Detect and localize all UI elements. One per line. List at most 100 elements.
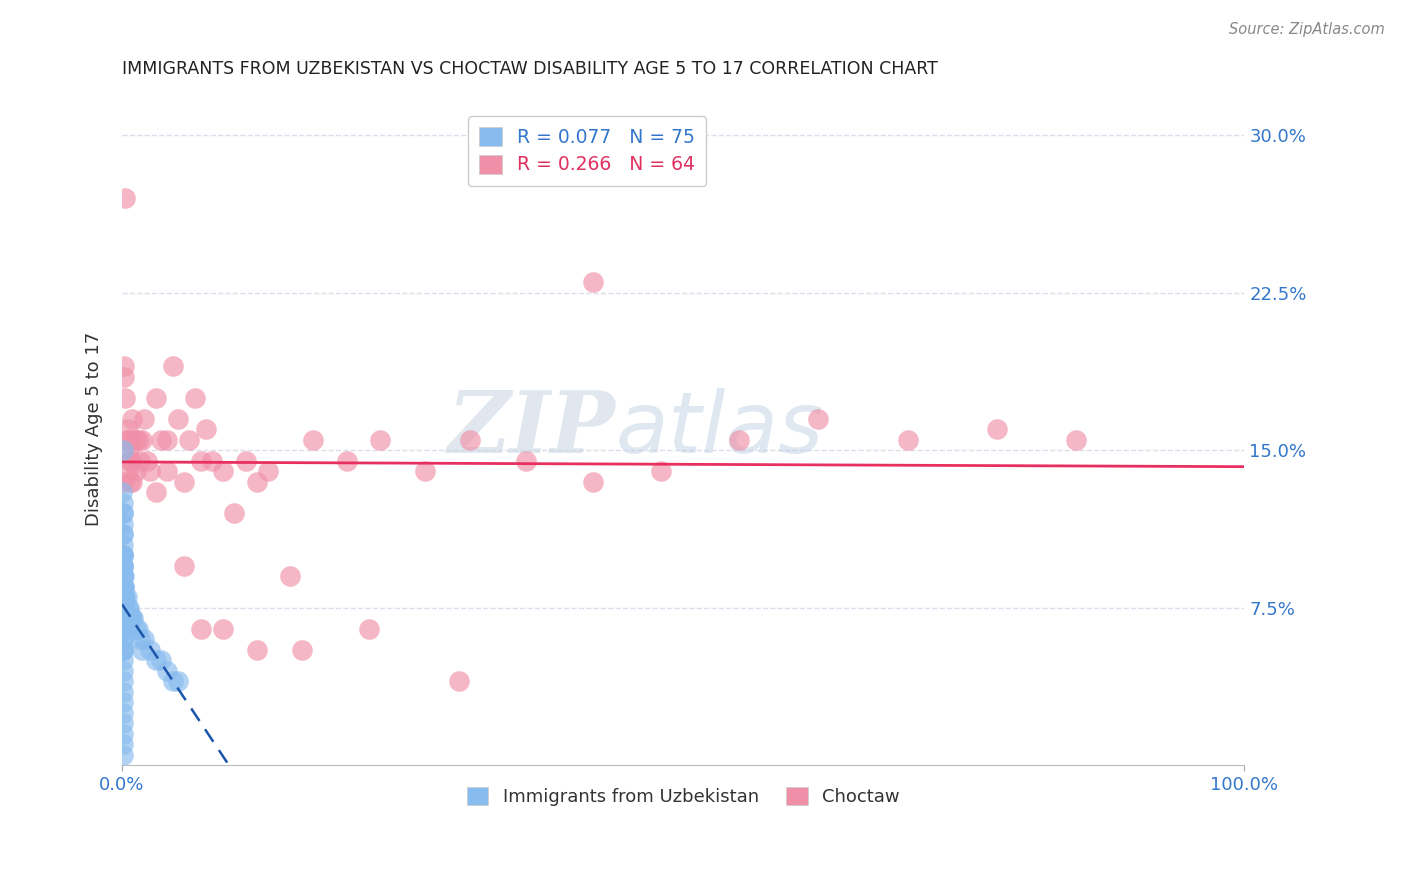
Point — [115, 590, 138, 604]
Point — [111, 664, 134, 678]
Point — [118, 443, 141, 458]
Point — [162, 359, 184, 373]
Point — [257, 464, 280, 478]
Point — [112, 622, 135, 636]
Point — [121, 475, 143, 489]
Point — [114, 191, 136, 205]
Point — [127, 622, 149, 636]
Point — [115, 433, 138, 447]
Point — [111, 706, 134, 720]
Point — [129, 632, 152, 647]
Point — [124, 433, 146, 447]
Point — [112, 632, 135, 647]
Point — [122, 611, 145, 625]
Point — [111, 506, 134, 520]
Point — [111, 737, 134, 751]
Point — [179, 433, 201, 447]
Point — [986, 422, 1008, 436]
Point — [111, 506, 134, 520]
Point — [131, 642, 153, 657]
Point — [111, 684, 134, 698]
Point — [131, 433, 153, 447]
Point — [117, 433, 139, 447]
Point — [145, 485, 167, 500]
Point — [291, 642, 314, 657]
Point — [357, 622, 380, 636]
Point — [112, 590, 135, 604]
Point — [150, 653, 173, 667]
Point — [112, 580, 135, 594]
Point — [117, 622, 139, 636]
Point — [128, 433, 150, 447]
Point — [112, 611, 135, 625]
Point — [111, 548, 134, 562]
Point — [1064, 433, 1087, 447]
Point — [111, 590, 134, 604]
Point — [212, 464, 235, 478]
Point — [167, 411, 190, 425]
Point — [111, 580, 134, 594]
Point — [246, 642, 269, 657]
Point — [134, 632, 156, 647]
Point — [111, 632, 134, 647]
Point — [139, 464, 162, 478]
Point — [302, 433, 325, 447]
Legend: Immigrants from Uzbekistan, Choctaw: Immigrants from Uzbekistan, Choctaw — [460, 780, 907, 814]
Point — [111, 642, 134, 657]
Point — [111, 653, 134, 667]
Text: IMMIGRANTS FROM UZBEKISTAN VS CHOCTAW DISABILITY AGE 5 TO 17 CORRELATION CHART: IMMIGRANTS FROM UZBEKISTAN VS CHOCTAW DI… — [122, 60, 938, 78]
Point — [111, 674, 134, 689]
Point — [112, 611, 135, 625]
Point — [111, 747, 134, 762]
Point — [135, 453, 157, 467]
Point — [111, 527, 134, 541]
Point — [114, 391, 136, 405]
Point — [201, 453, 224, 467]
Point — [122, 433, 145, 447]
Point — [120, 611, 142, 625]
Point — [129, 453, 152, 467]
Point — [582, 475, 605, 489]
Point — [112, 622, 135, 636]
Point — [111, 527, 134, 541]
Point — [111, 600, 134, 615]
Point — [124, 464, 146, 478]
Point — [447, 674, 470, 689]
Point — [112, 475, 135, 489]
Text: atlas: atlas — [616, 388, 824, 471]
Point — [111, 496, 134, 510]
Y-axis label: Disability Age 5 to 17: Disability Age 5 to 17 — [86, 332, 103, 526]
Point — [114, 590, 136, 604]
Point — [150, 433, 173, 447]
Point — [280, 569, 302, 583]
Point — [173, 475, 195, 489]
Point — [156, 464, 179, 478]
Point — [728, 433, 751, 447]
Point — [111, 600, 134, 615]
Point — [111, 580, 134, 594]
Point — [224, 506, 246, 520]
Point — [145, 391, 167, 405]
Point — [235, 453, 257, 467]
Point — [112, 359, 135, 373]
Point — [118, 611, 141, 625]
Point — [120, 453, 142, 467]
Point — [156, 433, 179, 447]
Point — [124, 622, 146, 636]
Point — [156, 664, 179, 678]
Point — [458, 433, 481, 447]
Point — [115, 611, 138, 625]
Point — [897, 433, 920, 447]
Point — [111, 611, 134, 625]
Point — [184, 391, 207, 405]
Point — [118, 600, 141, 615]
Point — [111, 485, 134, 500]
Point — [145, 653, 167, 667]
Point — [118, 453, 141, 467]
Point — [167, 674, 190, 689]
Point — [111, 695, 134, 709]
Point — [112, 642, 135, 657]
Point — [121, 611, 143, 625]
Point — [112, 590, 135, 604]
Point — [111, 558, 134, 573]
